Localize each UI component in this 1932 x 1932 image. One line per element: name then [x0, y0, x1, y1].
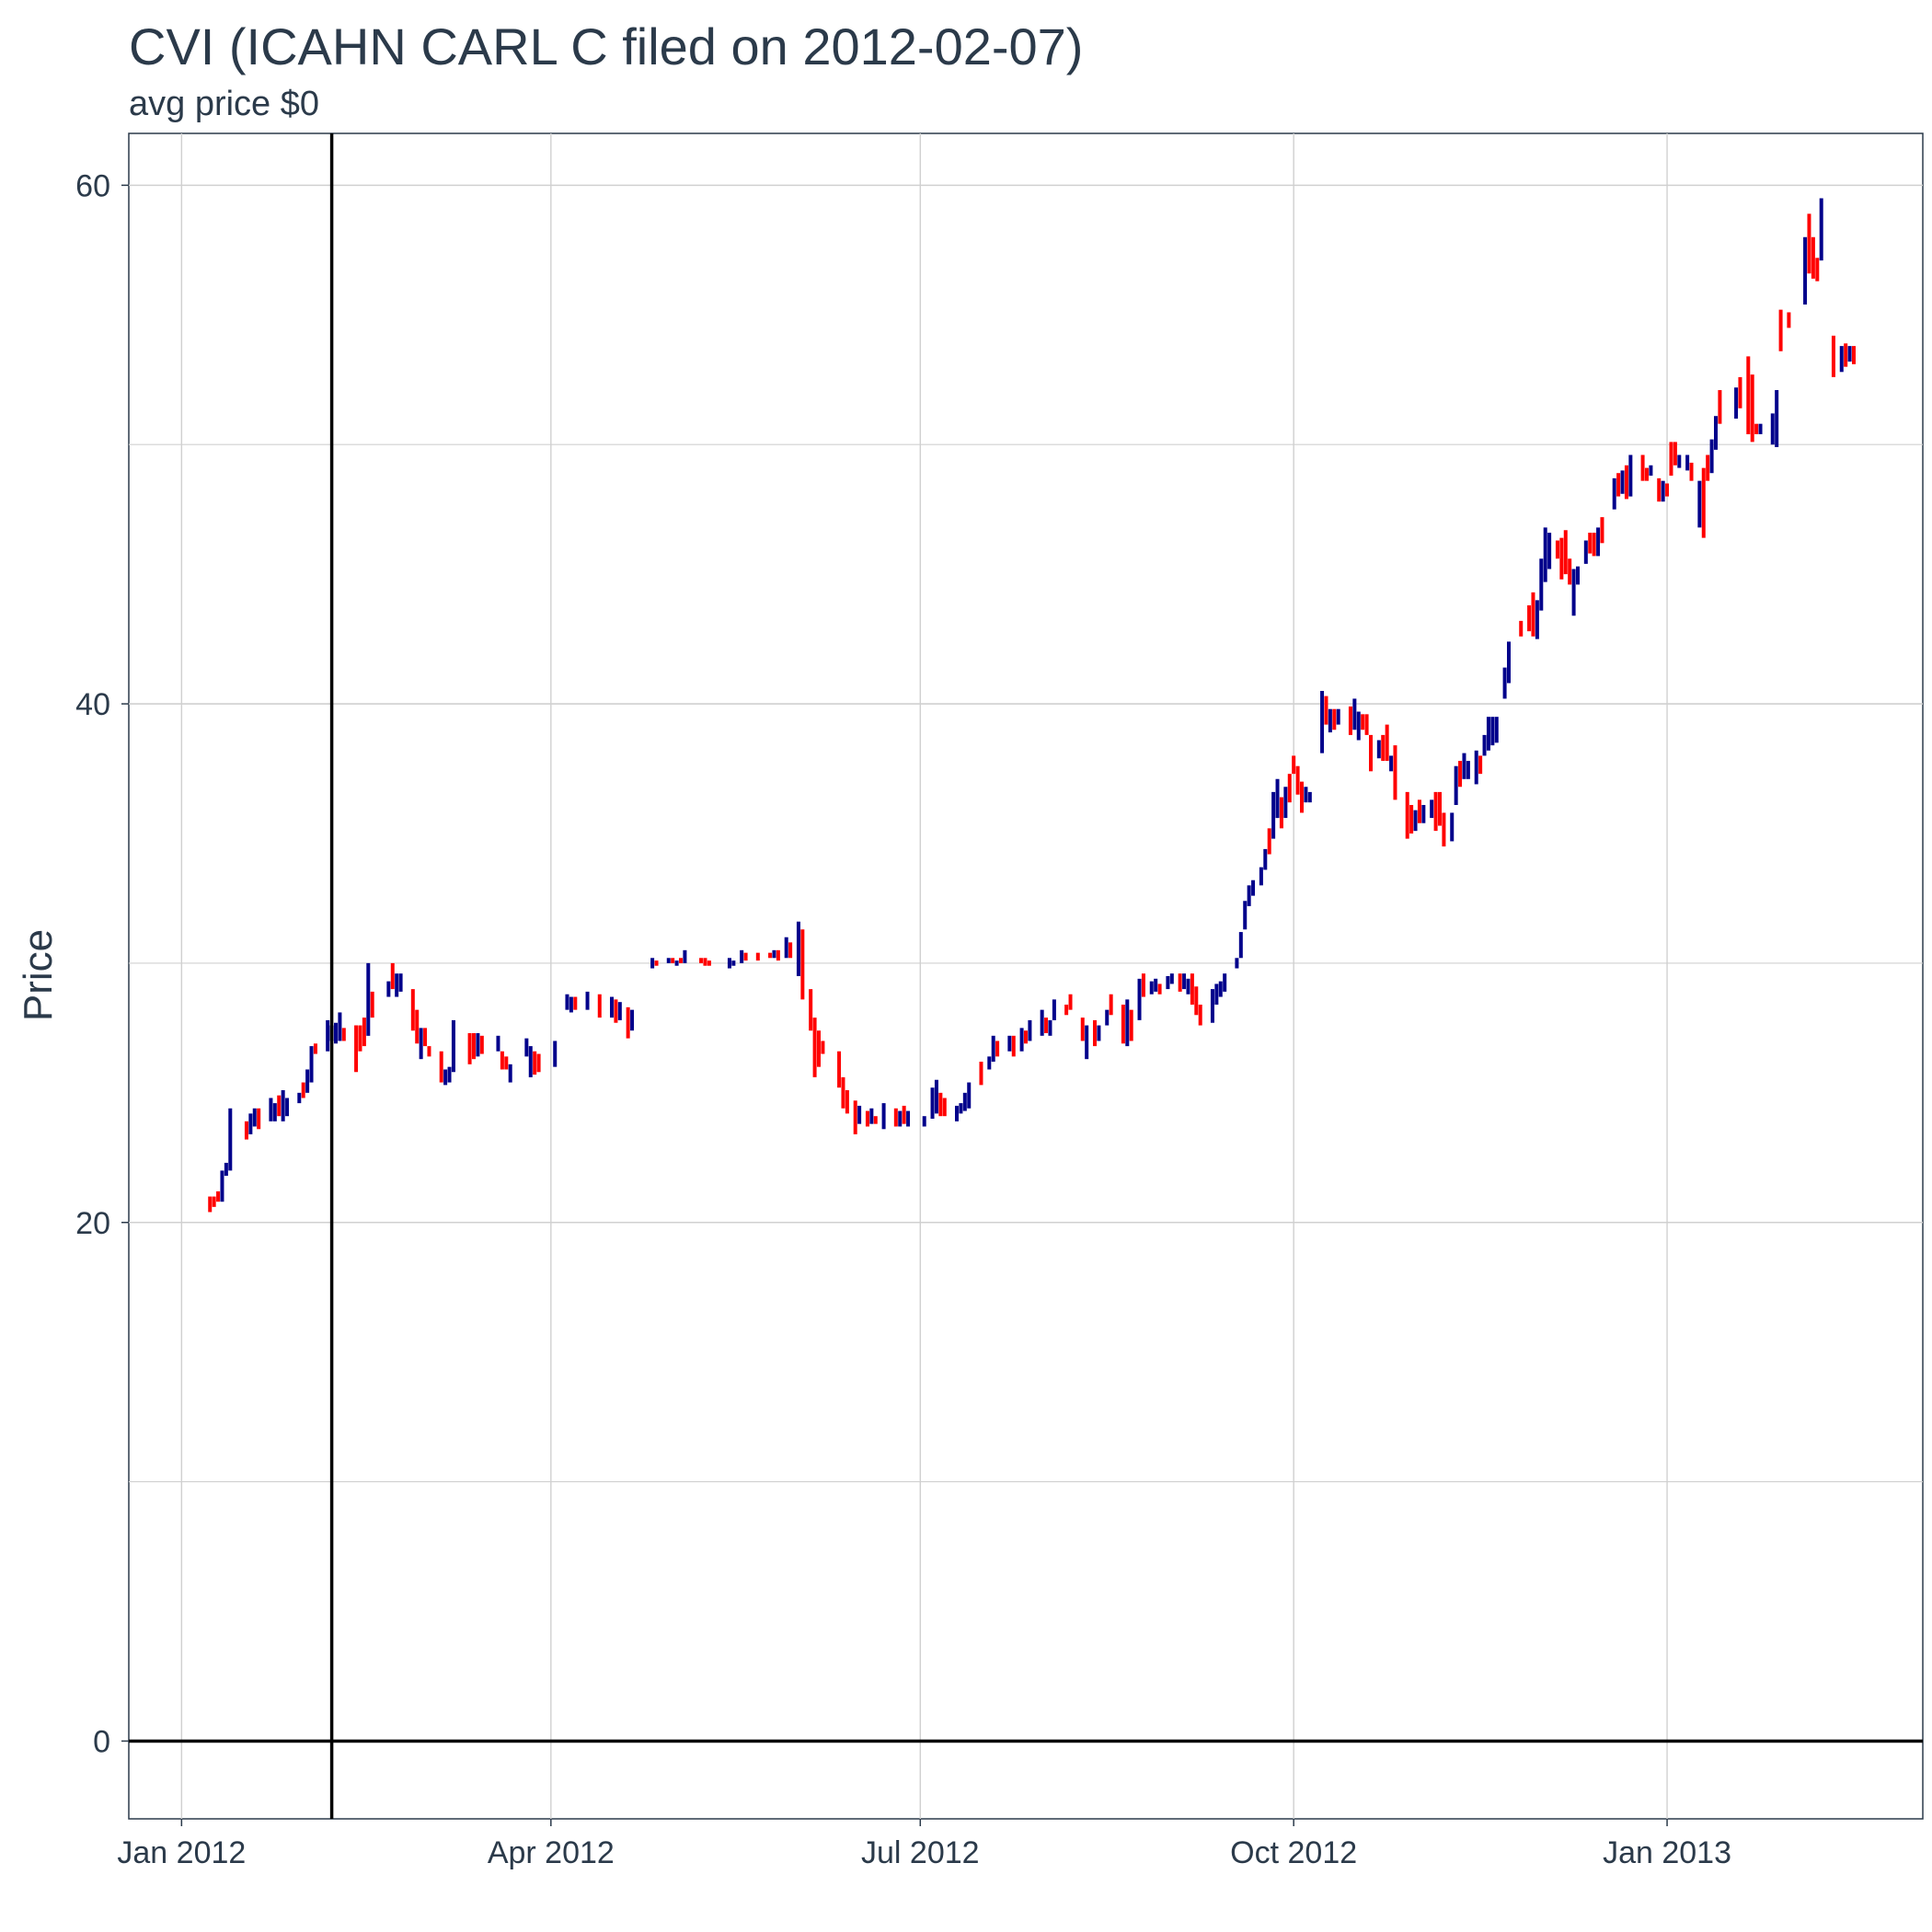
chart-title: CVI (ICAHN CARL C filed on 2012-02-07)	[129, 17, 1084, 75]
reference-lines	[129, 133, 1923, 1819]
y-axis-label: Price	[16, 929, 61, 1021]
y-tick-label: 0	[93, 1724, 110, 1759]
chart-subtitle: avg price $0	[129, 85, 320, 123]
x-tick-label: Jan 2013	[1603, 1835, 1731, 1870]
x-tick-label: Apr 2012	[488, 1835, 615, 1870]
y-axis: 0 20 40 60	[75, 168, 129, 1759]
y-tick-label: 40	[75, 687, 110, 722]
y-tick-label: 20	[75, 1206, 110, 1241]
price-bars	[208, 198, 1856, 1213]
x-tick-label: Oct 2012	[1230, 1835, 1357, 1870]
x-tick-label: Jul 2012	[861, 1835, 980, 1870]
x-axis: Jan 2012 Apr 2012 Jul 2012 Oct 2012 Jan 2013	[117, 1819, 1731, 1870]
y-tick-label: 60	[75, 168, 110, 203]
x-tick-label: Jan 2012	[117, 1835, 246, 1870]
plot-panel	[128, 132, 1924, 1820]
